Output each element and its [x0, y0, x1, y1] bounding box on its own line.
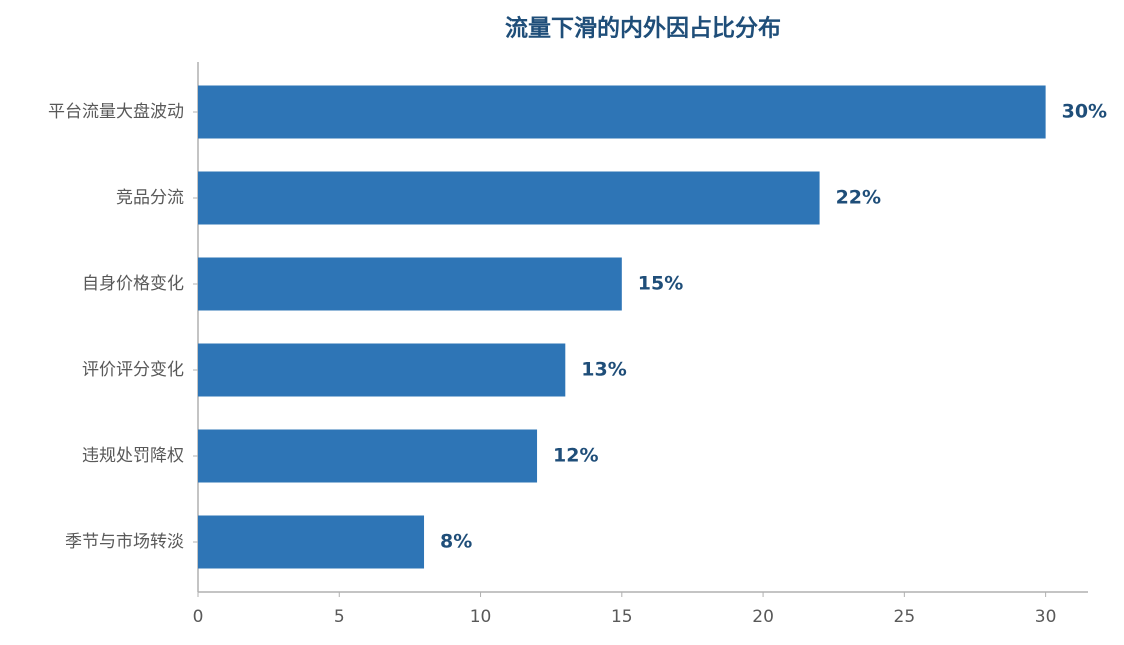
- y-tick-label: 季节与市场转淡: [65, 532, 184, 552]
- x-tick-label: 20: [752, 607, 774, 627]
- y-tick-label: 自身价格变化: [82, 274, 184, 294]
- value-label: 13%: [581, 359, 626, 381]
- y-tick-label: 违规处罚降权: [82, 446, 184, 466]
- value-label: 22%: [836, 187, 881, 209]
- bar: [198, 343, 566, 397]
- y-tick-label: 竞品分流: [116, 188, 184, 208]
- y-tick-label: 评价评分变化: [82, 360, 184, 380]
- value-label: 15%: [638, 273, 683, 295]
- value-label: 30%: [1062, 101, 1107, 123]
- x-tick-label: 10: [470, 607, 492, 627]
- x-tick-label: 30: [1035, 607, 1057, 627]
- value-label: 12%: [553, 445, 598, 467]
- x-tick-label: 5: [334, 607, 345, 627]
- bar: [198, 171, 820, 225]
- bar: [198, 429, 538, 483]
- x-tick-label: 0: [193, 607, 204, 627]
- y-tick-label: 平台流量大盘波动: [48, 102, 184, 122]
- x-tick-label: 15: [611, 607, 633, 627]
- bar: [198, 257, 622, 311]
- chart-title: 流量下滑的内外因占比分布: [505, 15, 781, 42]
- bar: [198, 85, 1046, 139]
- x-tick-label: 25: [894, 607, 916, 627]
- value-label: 8%: [440, 531, 472, 553]
- bar: [198, 515, 425, 569]
